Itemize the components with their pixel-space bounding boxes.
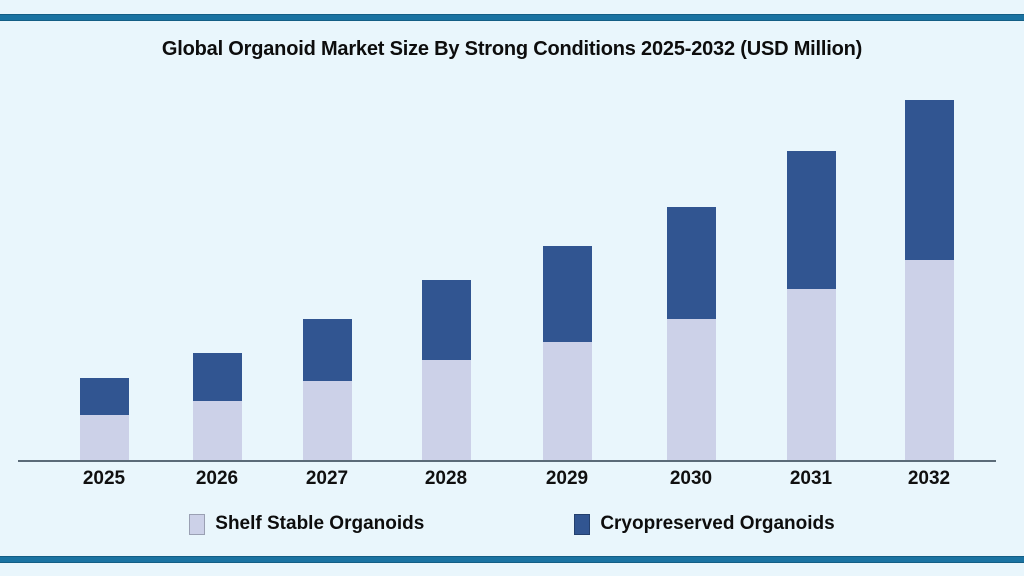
cryopreserved-legend-swatch	[574, 513, 591, 535]
legend: Shelf Stable Organoids Cryopreserved Org…	[0, 513, 1024, 535]
bar-2025-cryopreserved-segment	[79, 378, 129, 415]
chart-title: Global Organoid Market Size By Strong Co…	[161, 38, 863, 60]
bar-2029-shelf-stable-segment	[542, 342, 592, 460]
x-axis-line	[18, 460, 996, 462]
bar-2028	[421, 280, 471, 460]
bar-2027-cryopreserved-segment	[302, 319, 352, 381]
bar-2032	[904, 100, 954, 460]
bar-2025-shelf-stable-segment	[79, 415, 129, 460]
x-axis-label-2032: 2032	[907, 468, 951, 489]
bar-2025	[79, 378, 129, 460]
legend-label-cryopreserved: Cryopreserved Organoids	[600, 513, 835, 534]
bar-2029-cryopreserved-segment	[542, 246, 592, 342]
legend-item-shelf-stable: Shelf Stable Organoids	[189, 513, 424, 535]
x-axis-label-2030: 2030	[669, 468, 713, 489]
shelf-stable-legend-swatch	[189, 513, 206, 535]
bottom-accent-bar	[0, 556, 1024, 563]
bar-2030-cryopreserved-segment	[666, 207, 716, 319]
bar-2032-cryopreserved-segment	[904, 100, 954, 260]
bar-2027	[302, 319, 352, 460]
bar-2028-cryopreserved-segment	[421, 280, 471, 360]
bar-2029	[542, 246, 592, 460]
legend-label-shelf-stable: Shelf Stable Organoids	[215, 513, 425, 534]
bar-2030-shelf-stable-segment	[666, 319, 716, 460]
x-axis-label-2028: 2028	[424, 468, 468, 489]
bar-2027-shelf-stable-segment	[302, 381, 352, 460]
x-axis-label-2031: 2031	[789, 468, 833, 489]
x-axis-label-2027: 2027	[305, 468, 349, 489]
bar-2031-shelf-stable-segment	[786, 289, 836, 460]
bar-2026	[192, 353, 242, 460]
legend-item-cryopreserved: Cryopreserved Organoids	[574, 513, 835, 535]
bar-2031-cryopreserved-segment	[786, 151, 836, 289]
top-accent-bar	[0, 14, 1024, 21]
x-axis-label-2026: 2026	[195, 468, 239, 489]
bar-2026-cryopreserved-segment	[192, 353, 242, 401]
bar-2028-shelf-stable-segment	[421, 360, 471, 460]
bar-2032-shelf-stable-segment	[904, 260, 954, 460]
x-axis-label-2025: 2025	[82, 468, 126, 489]
bar-2026-shelf-stable-segment	[192, 401, 242, 460]
bar-2031	[786, 151, 836, 460]
x-axis-label-2029: 2029	[545, 468, 589, 489]
bar-2030	[666, 207, 716, 460]
